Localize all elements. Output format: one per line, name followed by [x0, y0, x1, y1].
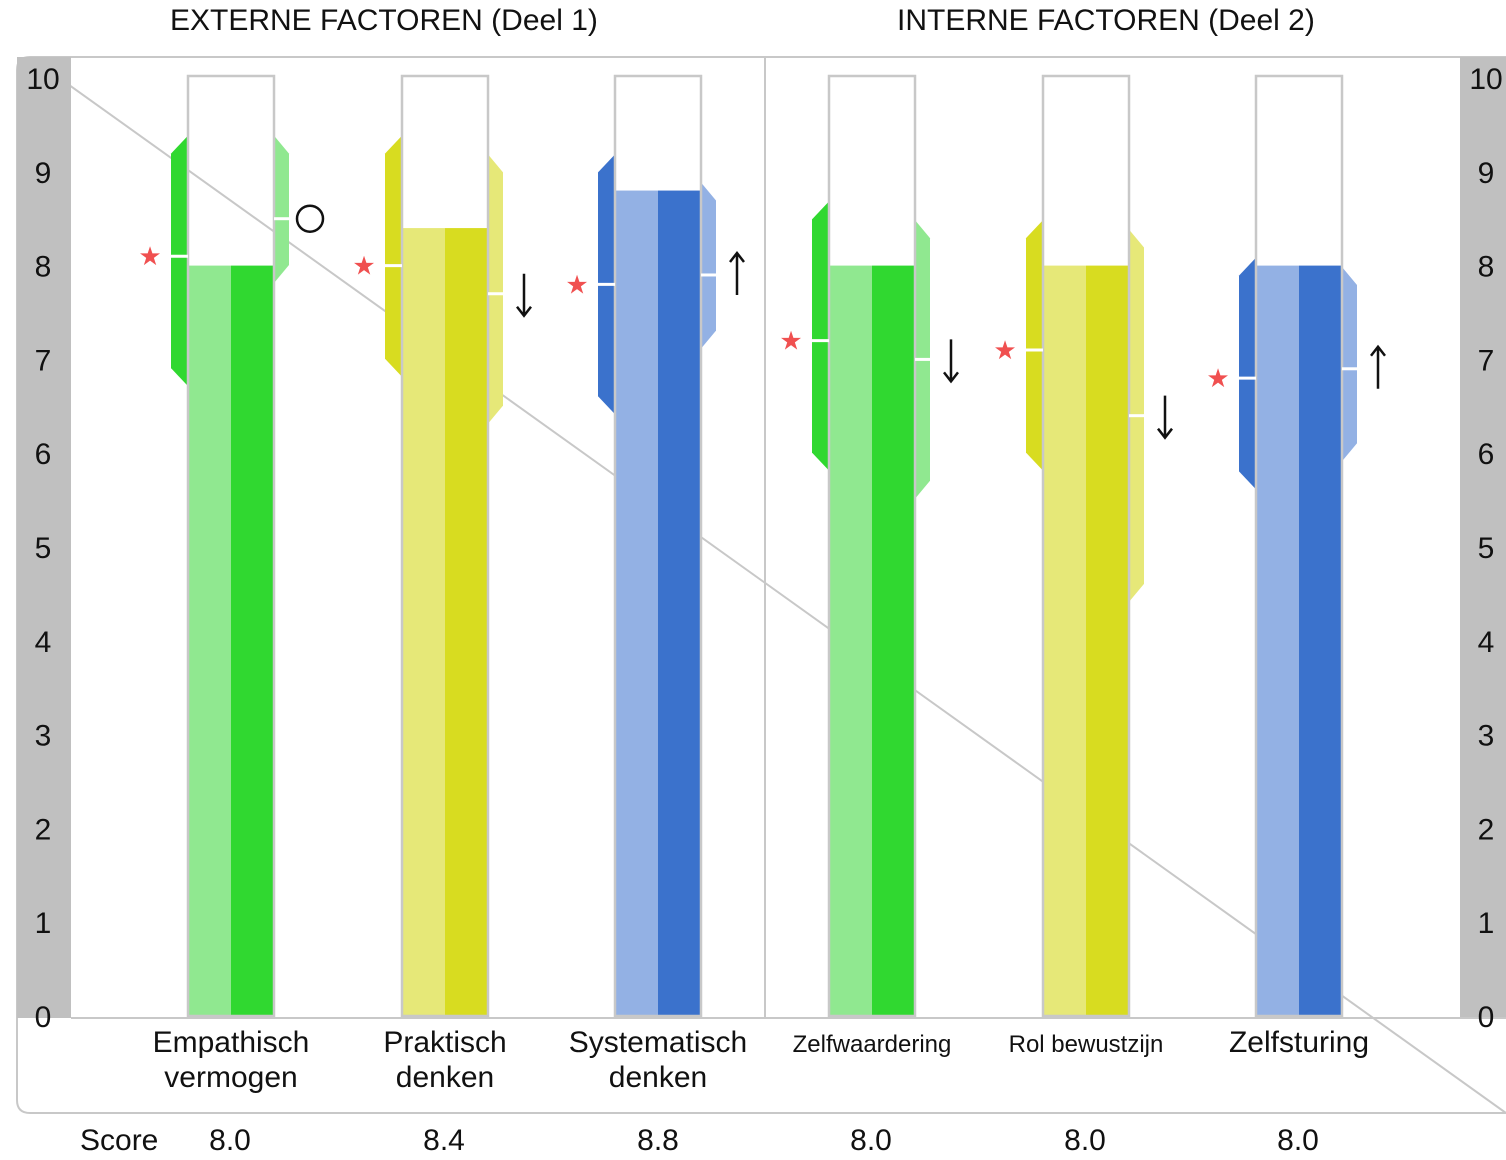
category-label: Rol bewustzijn [1009, 1031, 1164, 1058]
y-tick-label-left: 5 [35, 532, 52, 565]
bar-fill-dark [1086, 265, 1129, 1017]
bar-fill-dark [445, 228, 488, 1016]
bar-fill-light [1256, 265, 1299, 1017]
category-label: vermogen [164, 1061, 297, 1094]
y-tick-label-left: 10 [26, 63, 59, 96]
range-band-left [1239, 257, 1256, 490]
score-value: 8.4 [423, 1124, 465, 1157]
category-label: denken [609, 1061, 707, 1094]
y-tick-label-left: 9 [35, 157, 52, 190]
bar-group: ★ Rol bewustzijn [993, 74, 1173, 1058]
arrow-up-icon [1370, 344, 1386, 389]
range-band-right [488, 154, 503, 424]
bar-outline [1041, 74, 1131, 1018]
star-icon: ★ [138, 241, 161, 271]
arrow-down-icon [1157, 395, 1173, 440]
y-tick-label-left: 0 [35, 1001, 52, 1034]
score-value: 8.8 [637, 1124, 679, 1157]
star-icon: ★ [352, 251, 375, 281]
bar-outline [186, 74, 276, 1018]
y-tick-label-right: 5 [1478, 532, 1495, 565]
y-tick-label-right: 7 [1478, 344, 1495, 377]
y-tick-label-left: 8 [35, 251, 52, 284]
star-icon: ★ [565, 269, 588, 299]
bar-fill-dark [872, 265, 915, 1017]
star-icon: ★ [1206, 363, 1229, 393]
range-band-right [701, 182, 716, 349]
bar-fill-light [188, 265, 231, 1017]
bar-fill-light [615, 190, 658, 1016]
section-title-external: EXTERNE FACTOREN (Deel 1) [170, 4, 598, 37]
bar-fill-dark [658, 190, 701, 1016]
y-tick-label-left: 4 [35, 626, 52, 659]
y-tick-label-right: 10 [1469, 63, 1502, 96]
range-band-right [1342, 266, 1357, 462]
category-label: Empathisch [153, 1026, 310, 1059]
score-value: 8.0 [850, 1124, 892, 1157]
section-title-internal: INTERNE FACTOREN (Deel 2) [897, 4, 1315, 37]
bar-outline [827, 74, 917, 1018]
bar-outline [1254, 74, 1344, 1018]
score-label: Score [80, 1124, 159, 1157]
category-label: Systematisch [569, 1026, 747, 1059]
arrow-down-icon [516, 273, 532, 318]
range-band-left [171, 135, 188, 387]
y-tick-label-left: 6 [35, 438, 52, 471]
score-value: 8.0 [209, 1124, 251, 1157]
y-tick-label-right: 6 [1478, 438, 1495, 471]
bar-fill-light [829, 265, 872, 1017]
bar-group: ★ Zelfsturing [1206, 74, 1386, 1059]
bar-fill-light [402, 228, 445, 1016]
category-label: Zelfsturing [1229, 1026, 1369, 1059]
range-band-left [812, 201, 829, 471]
y-tick-label-right: 3 [1478, 720, 1495, 753]
category-label: Zelfwaardering [793, 1031, 952, 1058]
y-tick-label-right: 8 [1478, 251, 1495, 284]
y-axis-right-band [1460, 57, 1506, 1018]
y-tick-label-left: 3 [35, 720, 52, 753]
bar-group: ★ Zelfwaardering [779, 74, 959, 1058]
bar-outline [613, 74, 703, 1018]
y-axis-left-band [17, 57, 71, 1018]
category-label: Praktisch [383, 1026, 506, 1059]
y-tick-label-right: 0 [1478, 1001, 1495, 1034]
y-tick-label-right: 4 [1478, 626, 1495, 659]
y-tick-label-right: 1 [1478, 907, 1495, 940]
arrow-down-icon [943, 339, 959, 384]
y-tick-label-right: 9 [1478, 157, 1495, 190]
y-tick-label-left: 1 [35, 907, 52, 940]
score-value: 8.0 [1277, 1124, 1319, 1157]
star-icon: ★ [993, 335, 1016, 365]
score-value: 8.0 [1064, 1124, 1106, 1157]
y-tick-label-right: 2 [1478, 813, 1495, 846]
star-icon: ★ [779, 326, 802, 356]
y-tick-label-left: 2 [35, 813, 52, 846]
category-label: denken [396, 1061, 494, 1094]
y-tick-label-left: 7 [35, 344, 52, 377]
bar-fill-light [1043, 265, 1086, 1017]
bar-fill-dark [1299, 265, 1342, 1017]
range-band-right [274, 135, 289, 283]
arrow-up-icon [729, 250, 745, 295]
range-band-left [385, 135, 402, 377]
circle-icon [295, 204, 325, 233]
bar-outline [400, 74, 490, 1018]
range-band-left [1026, 220, 1043, 471]
bar-fill-dark [231, 265, 274, 1017]
